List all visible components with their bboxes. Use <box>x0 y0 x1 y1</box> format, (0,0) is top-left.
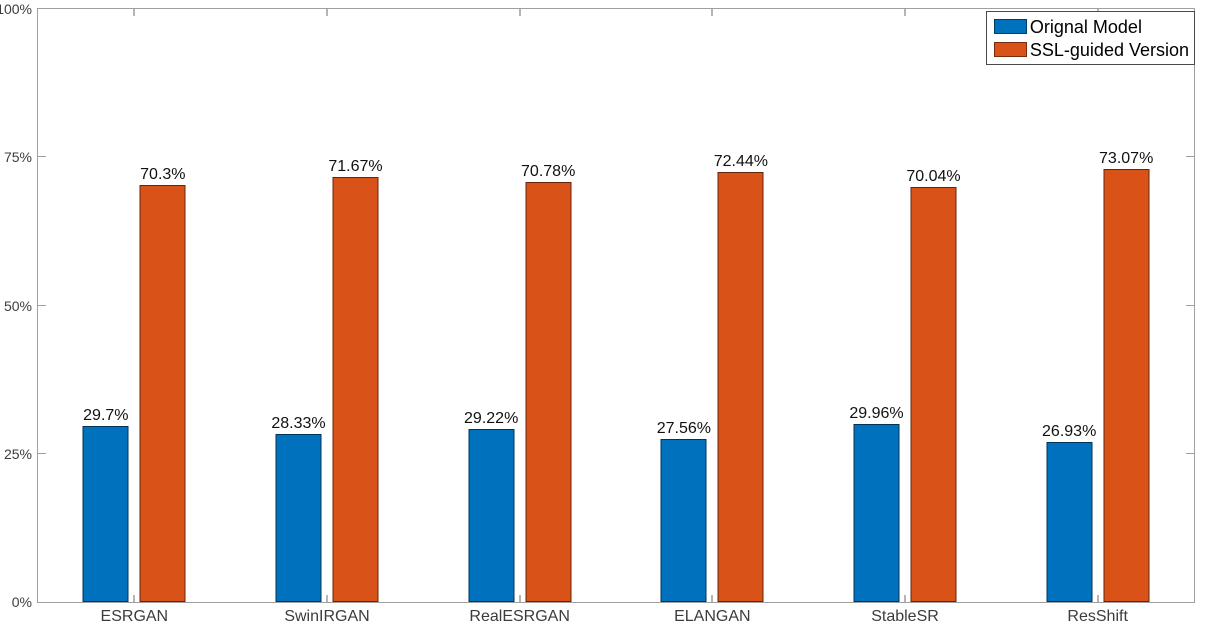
x-tick-mark <box>518 595 521 602</box>
legend-entry-ssl-guided-version: SSL-guided Version <box>993 38 1189 61</box>
x-axis-category-label: ELANGAN <box>674 608 751 625</box>
legend-entry-original-model: Orignal Model <box>993 15 1189 38</box>
legend-swatch-ssl-guided-version <box>993 42 1027 57</box>
bar-orignal-model-resshift: 26.93% <box>1042 424 1096 602</box>
x-tick-mark <box>1096 595 1099 602</box>
bar-ssl-guided-version-elangan: 72.44% <box>714 154 768 602</box>
y-axis-tick-label: 100% <box>0 1 32 17</box>
x-tick-mark <box>133 595 136 602</box>
bar-group-stablesr: 29.96% 70.04% <box>849 9 961 602</box>
bar-value-label: 71.67% <box>328 158 383 175</box>
x-tick-mark <box>518 9 521 16</box>
bar-ssl-guided-version-resshift: 73.07% <box>1099 150 1153 602</box>
legend-label-ssl-guided-version: SSL-guided Version <box>1029 39 1189 60</box>
bar-value-label: 70.04% <box>906 167 961 185</box>
bar-ssl-guided-version-esrgan: 70.3% <box>139 167 186 602</box>
x-tick-mark <box>904 595 906 602</box>
x-tick-mark <box>326 595 328 602</box>
bar-group-resshift: 26.93% 73.07% <box>1042 9 1153 602</box>
y-axis-tick-label: 75% <box>3 149 32 166</box>
bar-orignal-model-realesrgan: 29.22% <box>464 410 518 602</box>
bar-ssl-guided-version-stablesr: 70.04% <box>906 168 961 602</box>
bar-value-label: 28.33% <box>271 415 326 433</box>
y-tick-mark <box>38 156 46 158</box>
y-tick-mark <box>38 304 46 306</box>
bar-group-esrgan: 29.7% 70.3% <box>82 9 186 602</box>
x-axis-category-label: ESRGAN <box>100 608 169 625</box>
bar-value-label: 29.96% <box>849 405 904 423</box>
x-tick-mark <box>133 9 136 16</box>
bar-orignal-model-esrgan: 29.7% <box>82 407 129 602</box>
y-tick-mark <box>1186 156 1194 158</box>
x-tick-mark <box>711 595 714 602</box>
bar-value-label: 29.7% <box>83 406 129 424</box>
x-axis-category-label: SwinIRGAN <box>284 608 370 625</box>
x-tick-mark <box>904 9 906 16</box>
bar-value-label: 26.93% <box>1042 423 1097 441</box>
legend: Orignal Model SSL-guided Version <box>985 11 1195 65</box>
y-axis-tick-label: 25% <box>3 445 32 462</box>
bar-value-label: 72.44% <box>713 153 768 171</box>
bar-value-label: 70.78% <box>521 163 576 181</box>
bar-group-elangan: 27.56% 72.44% <box>657 9 768 602</box>
y-tick-mark <box>38 452 46 454</box>
bar-orignal-model-swinirgan: 28.33% <box>271 416 326 602</box>
x-axis-category-label: RealESRGAN <box>469 608 570 625</box>
x-axis-category-label: ResShift <box>1067 608 1128 625</box>
bar-value-label: 27.56% <box>656 419 711 437</box>
bar-value-label: 70.3% <box>140 166 186 184</box>
bar-ssl-guided-version-swinirgan: 71.67% <box>328 159 383 602</box>
x-tick-mark <box>711 9 714 16</box>
plot-area: 0% 25% 50% 75% 100% ESRGAN 29.7% 70.3% SwinIRGAN… <box>0 2 1195 625</box>
y-axis-tick-label: 50% <box>3 297 32 314</box>
y-axis-tick-label: 0% <box>11 594 32 610</box>
x-tick-mark <box>326 9 328 16</box>
bar-group-realesrgan: 29.22% 70.78% <box>464 9 575 602</box>
legend-label-original-model: Orignal Model <box>1029 16 1142 37</box>
bar-ssl-guided-version-realesrgan: 70.78% <box>521 164 575 602</box>
bar-orignal-model-stablesr: 29.96% <box>849 406 904 602</box>
y-tick-mark <box>1186 304 1194 306</box>
legend-swatch-original-model <box>993 19 1027 34</box>
bar-group-swinirgan: 28.33% 71.67% <box>271 9 383 602</box>
x-axis-category-label: StableSR <box>871 608 939 625</box>
y-tick-mark <box>1186 452 1194 454</box>
bar-value-label: 73.07% <box>1099 149 1154 167</box>
bar-orignal-model-elangan: 27.56% <box>657 420 711 602</box>
bar-value-label: 29.22% <box>464 409 519 427</box>
